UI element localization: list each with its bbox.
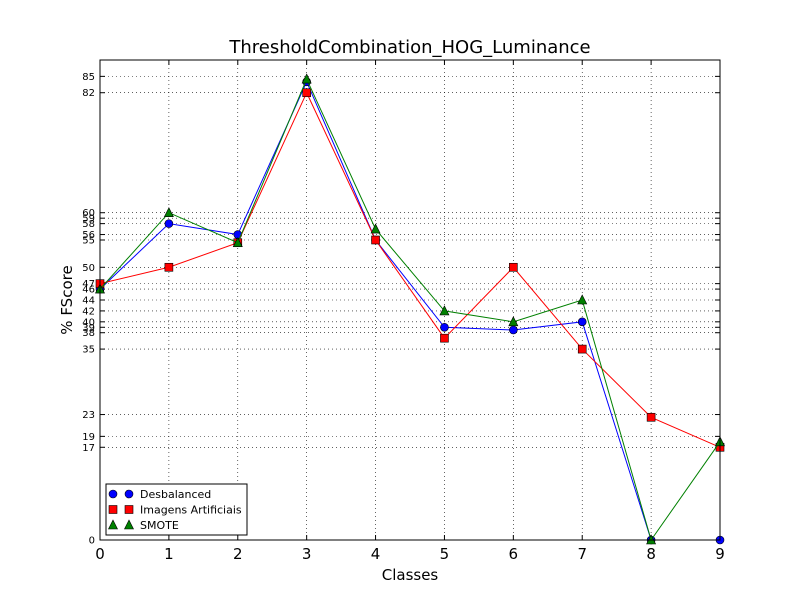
legend-label-imagens-artificiais: Imagens Artificiais — [140, 504, 242, 517]
x-ticks: 0 1 2 3 4 5 6 7 8 9 — [95, 60, 725, 563]
y-tick-label: 17 — [82, 443, 95, 454]
y-tick-label: 60 — [82, 208, 95, 219]
series-line-desbalanced — [99, 80, 720, 541]
data-point-desbalanced — [509, 325, 518, 335]
y-tick-label: 59 — [82, 214, 95, 225]
data-point-smote — [577, 294, 588, 305]
y-tick-label: 47 — [82, 279, 95, 290]
data-point-smote — [508, 316, 519, 327]
y-tick-label: 82 — [82, 88, 95, 99]
data-point-imagens-artificiais — [646, 412, 656, 422]
y-axis-label: % FScore — [58, 265, 76, 334]
data-point-smote — [370, 223, 381, 234]
legend-entry-smote: SMOTE — [108, 519, 179, 532]
x-tick-label: 8 — [646, 545, 656, 563]
legend-label-smote: SMOTE — [140, 519, 179, 532]
legend-marker-desbalanced — [124, 489, 134, 499]
legend-marker-smote — [108, 519, 118, 530]
plot-frame — [99, 59, 721, 541]
data-point-desbalanced — [577, 317, 587, 327]
series-line-smote — [99, 77, 721, 542]
x-tick-label: 3 — [302, 545, 312, 563]
legend-label-desbalanced: Desbalanced — [140, 488, 211, 501]
x-tick-label: 2 — [233, 545, 243, 563]
data-point-imagens-artificiais — [577, 344, 587, 354]
y-tick-label: 39 — [82, 323, 95, 334]
data-point-imagens-artificiais — [440, 333, 449, 343]
data-point-desbalanced — [164, 219, 174, 228]
data-point-smote — [163, 207, 174, 218]
data-point-smote — [439, 305, 450, 316]
y-tick-label: 42 — [82, 306, 95, 317]
x-tick-label: 9 — [715, 545, 725, 563]
y-tick-label: 85 — [82, 72, 95, 83]
data-point-imagens-artificiais — [371, 235, 380, 245]
legend-marker-smote — [124, 519, 134, 530]
y-tick-label: 55 — [82, 236, 95, 247]
y-tick-label: 50 — [82, 263, 95, 274]
y-tick-label: 19 — [82, 432, 95, 443]
y-tick-label: 0 — [89, 536, 95, 547]
legend-entry-imagens-artificiais: Imagens Artificiais — [108, 504, 242, 517]
legend-entry-desbalanced: Desbalanced — [108, 488, 211, 501]
chart-title: ThresholdCombination_HOG_Luminance — [228, 37, 590, 58]
y-tick-label: 46 — [82, 285, 95, 296]
x-tick-label: 0 — [95, 545, 105, 563]
data-point-imagens-artificiais — [164, 262, 174, 272]
y-tick-label: 35 — [82, 345, 95, 356]
legend-marker-imagens-artificiais — [124, 505, 134, 514]
series-line-imagens-artificiais — [99, 91, 721, 448]
y-tick-label: 56 — [82, 230, 95, 241]
x-tick-label: 5 — [440, 545, 450, 563]
data-point-smote — [232, 237, 243, 248]
y-tick-label: 38 — [82, 328, 95, 339]
x-tick-label: 4 — [371, 545, 381, 563]
x-axis-label: Classes — [382, 566, 439, 584]
legend-marker-imagens-artificiais — [108, 505, 118, 514]
y-tick-label: 40 — [82, 317, 95, 328]
y-tick-label: 58 — [82, 219, 95, 230]
y-tick-label: 44 — [82, 296, 95, 307]
data-point-imagens-artificiais — [509, 262, 518, 272]
data-point-imagens-artificiais — [302, 88, 311, 98]
data-point-smote — [301, 73, 312, 84]
legend-marker-desbalanced — [108, 489, 118, 499]
legend: Desbalanced Imagens Artificiais SMOTE — [105, 483, 248, 536]
x-tick-label: 7 — [577, 545, 587, 563]
y-tick-label: 23 — [82, 410, 95, 421]
x-tick-label: 1 — [164, 545, 174, 563]
data-point-desbalanced — [440, 322, 449, 332]
x-tick-label: 6 — [509, 545, 519, 563]
